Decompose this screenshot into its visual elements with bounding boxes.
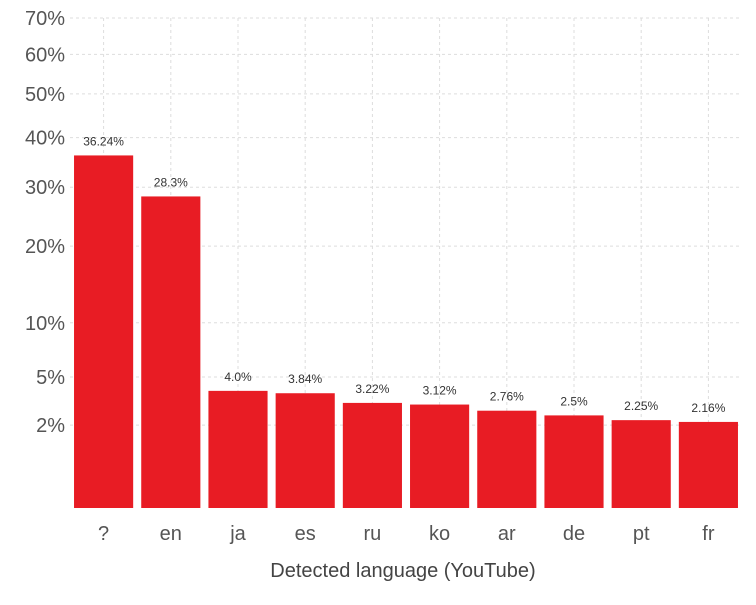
bars <box>74 155 738 508</box>
x-tick-label: es <box>295 523 316 545</box>
data-label: 2.76% <box>490 390 524 404</box>
data-label: 2.5% <box>560 394 588 408</box>
x-tick-label: fr <box>702 523 715 545</box>
y-tick-label: 10% <box>25 313 65 335</box>
bar <box>208 390 268 508</box>
y-tick-label: 70% <box>25 8 65 30</box>
x-tick-label: ru <box>364 523 382 545</box>
y-tick-label: 60% <box>25 44 65 66</box>
x-tick-label: en <box>160 523 182 545</box>
bar <box>611 420 671 508</box>
y-axis-ticks: 2% 5% 10% 20% 30% 40% 50% 60% 70% <box>25 8 65 437</box>
bar <box>678 421 738 508</box>
data-label: 2.16% <box>691 401 725 415</box>
y-tick-label: 50% <box>25 84 65 106</box>
x-tick-label: de <box>563 523 585 545</box>
x-tick-label: ja <box>229 523 246 545</box>
y-tick-label: 20% <box>25 236 65 258</box>
x-tick-label: ko <box>429 523 450 545</box>
x-tick-label: ? <box>98 523 109 545</box>
y-tick-label: 2% <box>36 415 65 437</box>
bar <box>275 393 335 508</box>
data-label: 3.84% <box>288 372 322 386</box>
data-labels: 36.24% 28.3% 4.0% 3.84% 3.22% 3.12% 2.76% 2.5% 2… <box>83 134 725 414</box>
data-label: 28.3% <box>154 175 188 189</box>
bar <box>477 410 537 508</box>
bar <box>342 402 402 508</box>
x-axis-ticks: ? en ja es ru ko ar de pt fr <box>98 523 715 545</box>
data-label: 2.25% <box>624 399 658 413</box>
y-tick-label: 30% <box>25 177 65 199</box>
data-label: 4.0% <box>224 370 252 384</box>
data-label: 36.24% <box>83 134 124 148</box>
bar <box>74 155 134 508</box>
x-tick-label: ar <box>498 523 516 545</box>
data-label: 3.12% <box>423 384 457 398</box>
data-label: 3.22% <box>355 382 389 396</box>
bar <box>544 415 604 508</box>
y-tick-label: 40% <box>25 128 65 150</box>
y-tick-label: 5% <box>36 367 65 389</box>
bar <box>141 196 201 508</box>
bar <box>410 404 470 508</box>
x-axis-title: Detected language (YouTube) <box>270 560 535 582</box>
x-tick-label: pt <box>633 523 650 545</box>
